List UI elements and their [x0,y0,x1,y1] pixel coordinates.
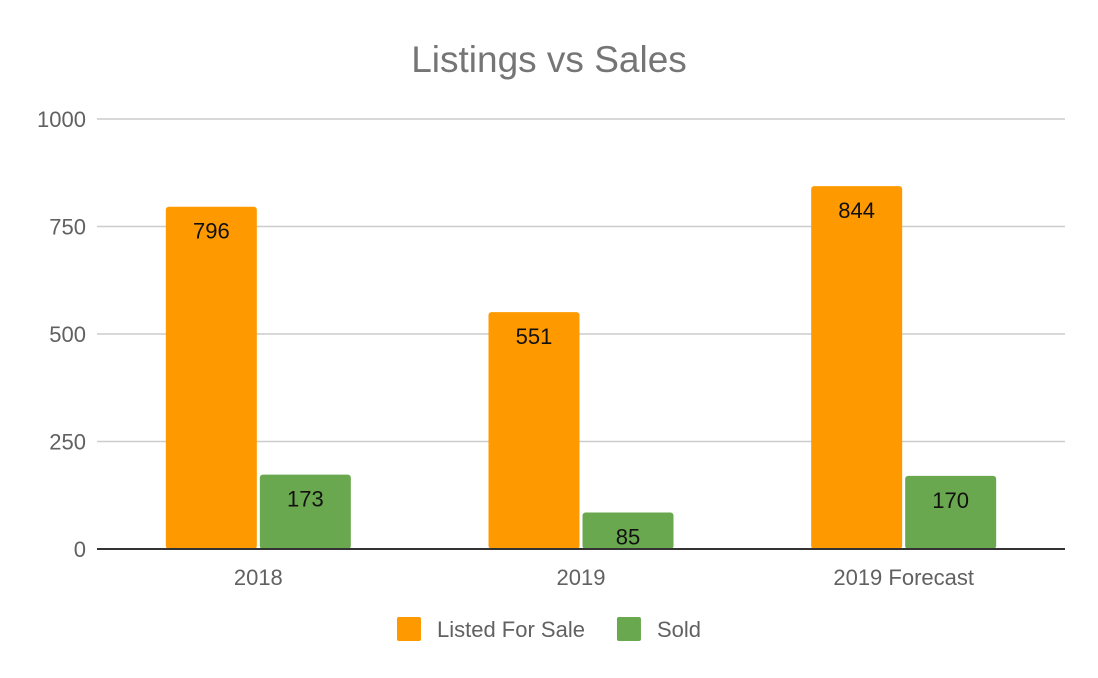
bar [905,475,997,549]
legend: Listed For Sale Sold [396,617,701,642]
legend-swatch [616,617,641,641]
legend-label: Listed For Sale [437,617,585,642]
data-label: 796 [193,219,230,244]
x-tick-label: 2019 Forecast [833,565,974,590]
x-tick-label: 2018 [234,565,283,590]
bar [582,512,674,549]
y-tick-label: 1000 [37,107,86,132]
chart-title: Listings vs Sales [411,39,687,80]
data-label: 85 [616,524,640,549]
legend-item: Listed For Sale [396,617,585,642]
y-tick-label: 500 [49,322,86,347]
bar [488,312,580,549]
bar [811,186,903,549]
data-label: 173 [287,487,324,512]
legend-item: Sold [616,617,701,642]
data-label: 551 [516,324,553,349]
data-label: 170 [932,488,969,513]
bar [259,474,351,549]
bar [165,206,257,549]
y-tick-label: 250 [49,430,86,455]
data-label: 844 [838,198,875,223]
y-tick-label: 0 [74,537,86,562]
y-tick-label: 750 [49,215,86,240]
legend-label: Sold [657,617,701,642]
legend-swatch [396,617,421,641]
x-tick-label: 2019 [557,565,606,590]
